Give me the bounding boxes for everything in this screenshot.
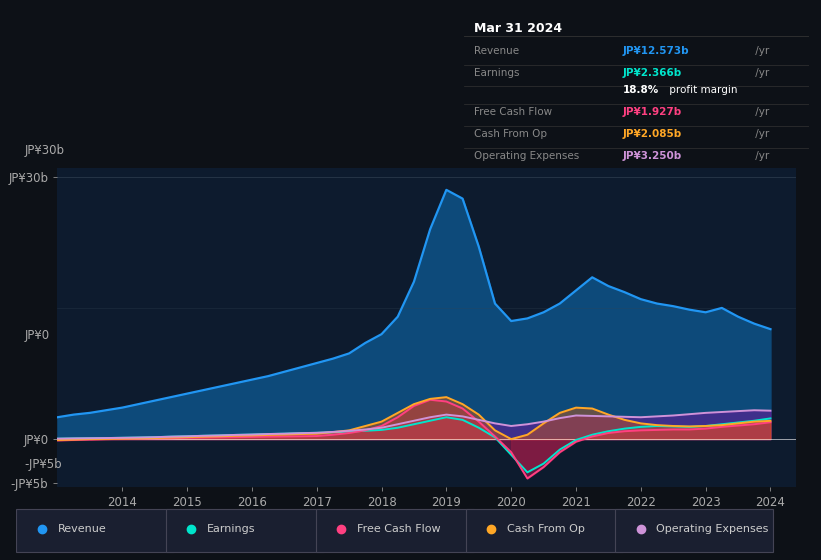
FancyBboxPatch shape	[16, 508, 174, 552]
Text: /yr: /yr	[752, 151, 769, 161]
Text: Earnings: Earnings	[207, 524, 255, 534]
FancyBboxPatch shape	[316, 508, 474, 552]
Text: /yr: /yr	[752, 68, 769, 78]
Text: Operating Expenses: Operating Expenses	[657, 524, 768, 534]
Text: /yr: /yr	[752, 129, 769, 139]
Text: /yr: /yr	[752, 107, 769, 117]
Text: Revenue: Revenue	[475, 46, 520, 55]
Text: JP¥2.366b: JP¥2.366b	[622, 68, 681, 78]
Text: /yr: /yr	[752, 46, 769, 55]
Text: Free Cash Flow: Free Cash Flow	[357, 524, 441, 534]
FancyBboxPatch shape	[466, 508, 623, 552]
Text: Free Cash Flow: Free Cash Flow	[475, 107, 553, 117]
FancyBboxPatch shape	[166, 508, 323, 552]
Text: JP¥2.085b: JP¥2.085b	[622, 129, 681, 139]
Text: Cash From Op: Cash From Op	[475, 129, 548, 139]
Text: -JP¥5b: -JP¥5b	[25, 458, 62, 470]
Text: Earnings: Earnings	[475, 68, 520, 78]
Text: Cash From Op: Cash From Op	[507, 524, 585, 534]
Text: JP¥0: JP¥0	[25, 329, 50, 342]
Text: profit margin: profit margin	[666, 85, 737, 95]
Text: JP¥3.250b: JP¥3.250b	[622, 151, 681, 161]
Text: JP¥12.573b: JP¥12.573b	[622, 46, 689, 55]
Text: Revenue: Revenue	[57, 524, 106, 534]
FancyBboxPatch shape	[616, 508, 773, 552]
Text: Operating Expenses: Operating Expenses	[475, 151, 580, 161]
Text: JP¥1.927b: JP¥1.927b	[622, 107, 681, 117]
Text: 18.8%: 18.8%	[622, 85, 658, 95]
Text: Mar 31 2024: Mar 31 2024	[475, 22, 562, 35]
Text: JP¥30b: JP¥30b	[25, 144, 65, 157]
